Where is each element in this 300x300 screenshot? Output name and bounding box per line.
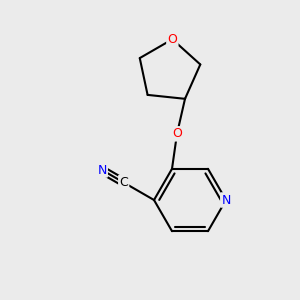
Text: N: N xyxy=(98,164,107,176)
Text: C: C xyxy=(119,176,128,189)
Text: O: O xyxy=(172,127,182,140)
Text: N: N xyxy=(221,194,231,206)
Text: O: O xyxy=(167,33,177,46)
